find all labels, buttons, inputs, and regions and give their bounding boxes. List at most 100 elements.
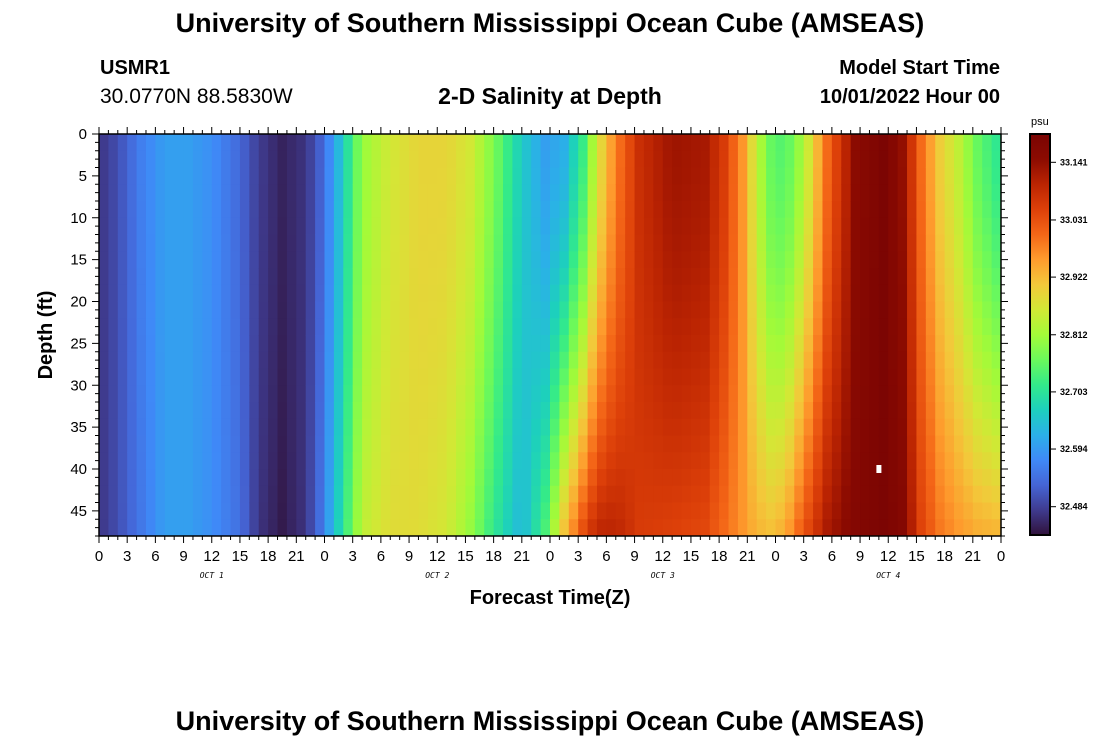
heatmap-cell bbox=[794, 469, 805, 487]
heatmap-cell bbox=[456, 184, 467, 202]
heatmap-cell bbox=[672, 318, 683, 336]
heatmap-cell bbox=[578, 184, 589, 202]
heatmap-cell bbox=[784, 502, 795, 520]
heatmap-cell bbox=[164, 134, 175, 152]
heatmap-cell bbox=[634, 284, 645, 303]
heatmap-cell bbox=[531, 519, 542, 536]
heatmap-cell bbox=[277, 452, 288, 470]
heatmap-cell bbox=[982, 485, 993, 504]
heatmap-cell bbox=[484, 402, 495, 420]
heatmap-cell bbox=[728, 402, 739, 420]
heatmap-cell bbox=[954, 284, 965, 303]
heatmap-cell bbox=[925, 217, 936, 236]
heatmap-cell bbox=[954, 234, 965, 252]
heatmap-cell bbox=[963, 301, 974, 319]
heatmap-cell bbox=[813, 184, 824, 202]
heatmap-cell bbox=[380, 150, 391, 169]
heatmap-cell bbox=[108, 284, 119, 303]
heatmap-cell bbox=[841, 318, 852, 336]
heatmap-cell bbox=[399, 519, 410, 536]
heatmap-cell bbox=[775, 167, 786, 185]
heatmap-cell bbox=[944, 318, 955, 336]
heatmap-cell bbox=[192, 184, 203, 202]
heatmap-cell bbox=[794, 150, 805, 169]
heatmap-cell bbox=[982, 402, 993, 420]
heatmap-cell bbox=[503, 301, 514, 319]
heatmap-cell bbox=[756, 284, 767, 303]
heatmap-cell bbox=[211, 335, 222, 353]
heatmap-cell bbox=[352, 385, 363, 403]
heatmap-cell bbox=[503, 268, 514, 286]
heatmap-cell bbox=[99, 184, 109, 202]
heatmap-cell bbox=[634, 435, 645, 453]
heatmap-cell bbox=[277, 418, 288, 437]
heatmap-cell bbox=[174, 485, 185, 504]
heatmap-cell bbox=[672, 335, 683, 353]
heatmap-cell bbox=[493, 335, 504, 353]
heatmap-cell bbox=[916, 485, 927, 504]
heatmap-cell bbox=[531, 402, 542, 420]
heatmap-cell bbox=[286, 318, 297, 336]
heatmap-cell bbox=[587, 519, 598, 536]
heatmap-cell bbox=[756, 519, 767, 536]
heatmap-cell bbox=[315, 485, 326, 504]
heatmap-cell bbox=[211, 502, 222, 520]
heatmap-cell bbox=[343, 368, 354, 386]
heatmap-cell bbox=[258, 268, 269, 286]
heatmap-cell bbox=[221, 502, 232, 520]
heatmap-cell bbox=[239, 368, 250, 386]
heatmap-cell bbox=[239, 318, 250, 336]
heatmap-cell bbox=[653, 402, 664, 420]
heatmap-cell bbox=[249, 519, 260, 536]
heatmap-cell bbox=[174, 418, 185, 437]
heatmap-cell bbox=[756, 418, 767, 437]
heatmap-cell bbox=[239, 268, 250, 286]
heatmap-cell bbox=[662, 485, 673, 504]
heatmap-cell bbox=[418, 368, 429, 386]
heatmap-cell bbox=[343, 335, 354, 353]
heatmap-cell bbox=[239, 452, 250, 470]
heatmap-cell bbox=[916, 150, 927, 169]
heatmap-cell bbox=[625, 301, 636, 319]
heatmap-cell bbox=[550, 385, 560, 403]
heatmap-cell bbox=[709, 502, 720, 520]
heatmap-cell bbox=[690, 402, 701, 420]
heatmap-cell bbox=[550, 167, 560, 185]
heatmap-cell bbox=[221, 452, 232, 470]
heatmap-cell bbox=[211, 150, 222, 169]
heatmap-cell bbox=[587, 335, 598, 353]
heatmap-cell bbox=[127, 150, 138, 169]
heatmap-cell bbox=[747, 268, 758, 286]
heatmap-cell bbox=[399, 167, 410, 185]
heatmap-cell bbox=[418, 201, 429, 219]
heatmap-cell bbox=[709, 418, 720, 437]
heatmap-cell bbox=[437, 217, 448, 236]
heatmap-cell bbox=[352, 418, 363, 437]
heatmap-cell bbox=[136, 368, 147, 386]
heatmap-cell bbox=[503, 452, 514, 470]
heatmap-cell bbox=[944, 217, 955, 236]
heatmap-cell bbox=[277, 368, 288, 386]
heatmap-cell bbox=[380, 284, 391, 303]
heatmap-cell bbox=[897, 335, 908, 353]
heatmap-cell bbox=[277, 217, 288, 236]
heatmap-cell bbox=[465, 167, 476, 185]
heatmap-cell bbox=[850, 167, 861, 185]
heatmap-cell bbox=[183, 418, 194, 437]
heatmap-cell bbox=[634, 335, 645, 353]
heatmap-cell bbox=[568, 134, 579, 152]
heatmap-cell bbox=[315, 435, 326, 453]
heatmap-cell bbox=[362, 502, 373, 520]
heatmap-cell bbox=[380, 351, 391, 370]
heatmap-cell bbox=[465, 251, 476, 269]
heatmap-cell bbox=[202, 217, 213, 236]
heatmap-cell bbox=[784, 435, 795, 453]
heatmap-cell bbox=[766, 402, 777, 420]
heatmap-cell bbox=[211, 217, 222, 236]
heatmap-cell bbox=[766, 184, 777, 202]
heatmap-cell bbox=[615, 502, 626, 520]
heatmap-cell bbox=[456, 435, 467, 453]
heatmap-cell bbox=[437, 201, 448, 219]
heatmap-cell bbox=[925, 385, 936, 403]
heatmap-cell bbox=[268, 234, 279, 252]
